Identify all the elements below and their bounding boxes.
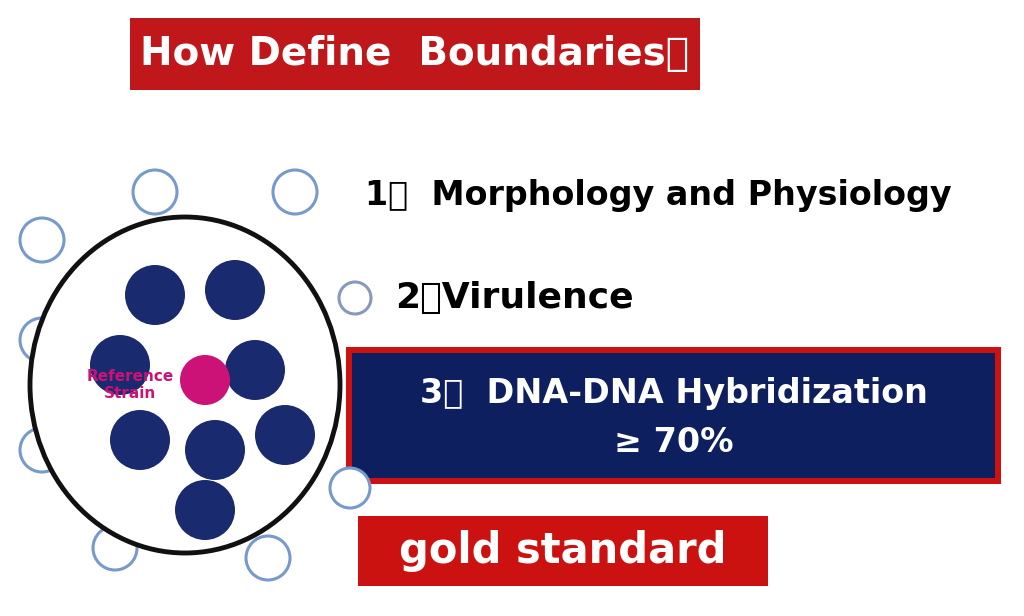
Circle shape — [225, 340, 285, 400]
Circle shape — [330, 468, 370, 508]
Circle shape — [185, 420, 245, 480]
Circle shape — [20, 318, 63, 362]
Circle shape — [93, 526, 137, 570]
Circle shape — [273, 170, 317, 214]
Text: ≥ 70%: ≥ 70% — [613, 426, 733, 460]
Circle shape — [175, 480, 234, 540]
Circle shape — [20, 218, 63, 262]
Circle shape — [110, 410, 170, 470]
Text: 3）  DNA-DNA Hybridization: 3） DNA-DNA Hybridization — [420, 376, 928, 410]
Circle shape — [255, 405, 315, 465]
Text: Reference
Strain: Reference Strain — [86, 369, 174, 401]
Circle shape — [339, 282, 371, 314]
Circle shape — [180, 355, 230, 405]
Text: 2）Virulence: 2）Virulence — [395, 281, 634, 315]
FancyBboxPatch shape — [346, 347, 1001, 484]
Text: 1）  Morphology and Physiology: 1） Morphology and Physiology — [365, 179, 951, 211]
FancyBboxPatch shape — [358, 516, 768, 586]
Circle shape — [246, 536, 290, 580]
FancyBboxPatch shape — [352, 353, 995, 478]
Ellipse shape — [30, 217, 340, 553]
Circle shape — [90, 335, 150, 395]
Circle shape — [205, 260, 265, 320]
Circle shape — [125, 265, 185, 325]
Circle shape — [133, 170, 177, 214]
Text: How Define  Boundaries？: How Define Boundaries？ — [140, 35, 689, 73]
Text: gold standard: gold standard — [399, 530, 727, 572]
FancyBboxPatch shape — [130, 18, 700, 90]
Circle shape — [20, 428, 63, 472]
